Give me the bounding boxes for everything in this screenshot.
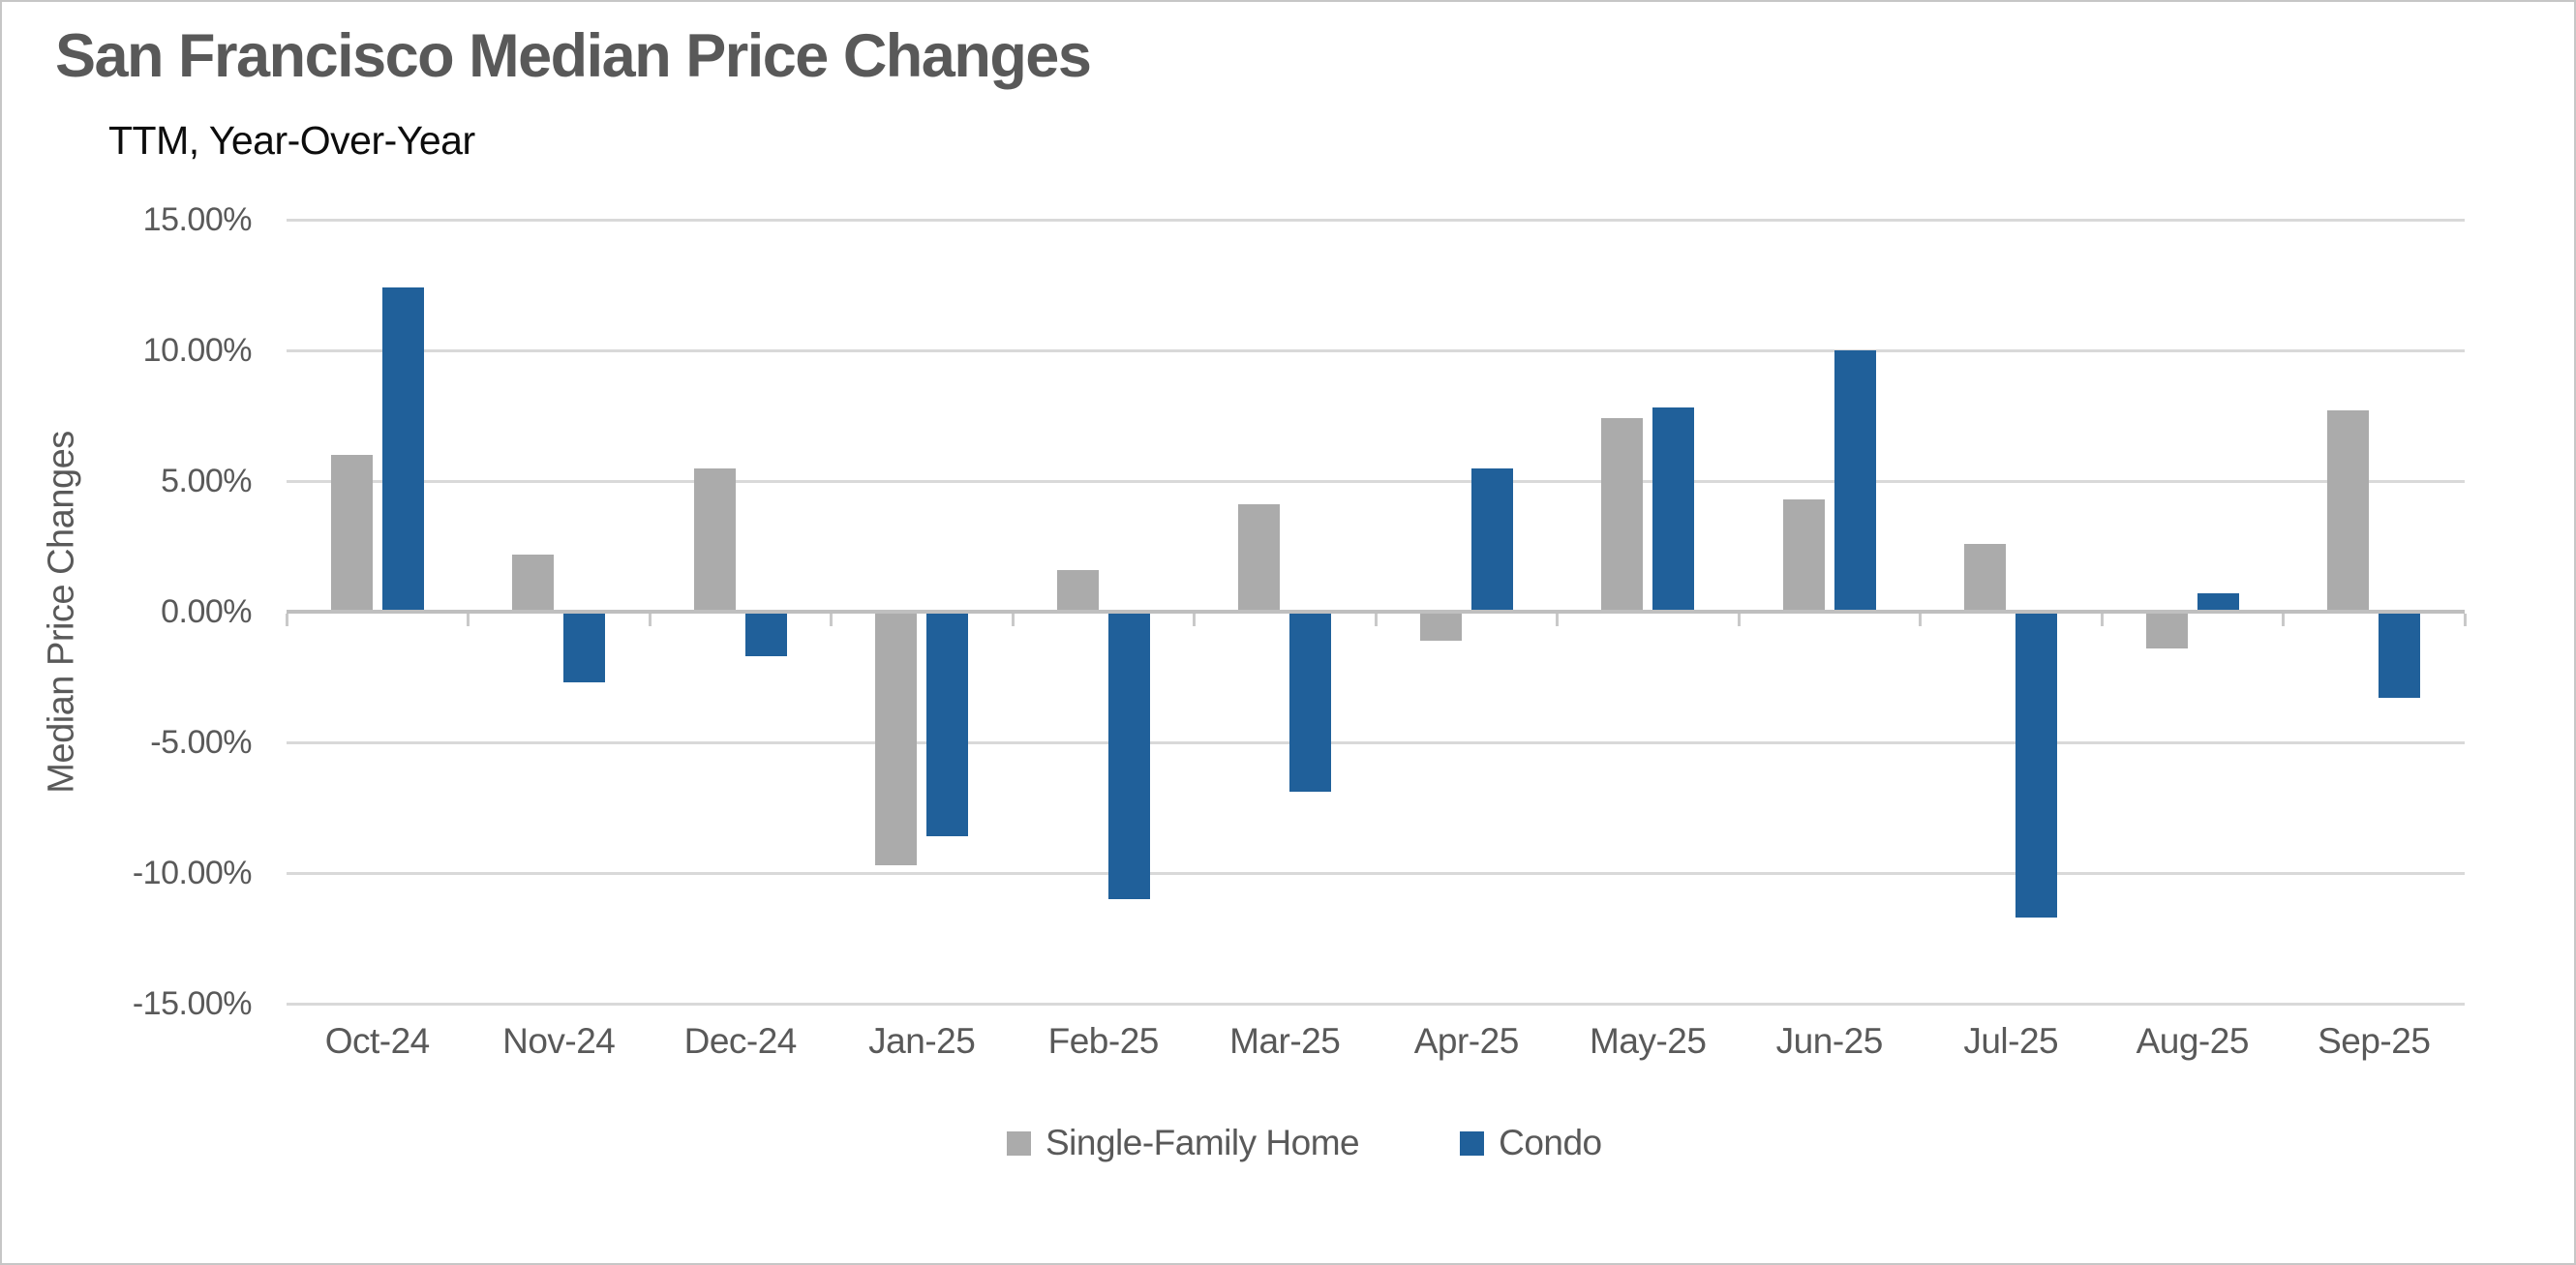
bar-condo-may-25 [1652,407,1695,612]
chart-title: San Francisco Median Price Changes [55,22,1092,90]
bar-single-family-home-aug-25 [2145,612,2188,648]
bar-condo-oct-24 [381,287,424,612]
bar-single-family-home-mar-25 [1238,504,1281,612]
legend-item-condo: Condo [1460,1123,1602,1163]
bar-condo-sep-25 [2379,612,2421,699]
x-axis-tick-mark [2463,614,2467,626]
x-tick-label-aug-25: Aug-25 [2136,1021,2250,1061]
bar-single-family-home-oct-24 [330,455,373,612]
legend-label: Condo [1499,1123,1602,1162]
x-axis-tick-mark [467,614,470,626]
gridline [287,1002,2465,1006]
x-axis-line [287,610,2465,614]
bar-single-family-home-nov-24 [512,554,555,612]
bar-single-family-home-jan-25 [875,612,918,865]
x-tick-label-mar-25: Mar-25 [1229,1021,1341,1061]
legend-swatch-icon [1007,1130,1031,1156]
plot-area [285,218,2467,1006]
gridline [287,479,2465,483]
bar-condo-dec-24 [744,612,787,656]
x-axis-tick-mark [648,614,652,626]
x-axis-tick-mark [1737,614,1741,626]
x-axis-tick-mark [1193,614,1196,626]
legend-swatch-icon [1460,1130,1485,1156]
bar-single-family-home-may-25 [1601,418,1644,612]
gridline [287,871,2465,875]
bar-single-family-home-jul-25 [1964,543,2007,612]
bar-condo-nov-24 [563,612,606,682]
bar-single-family-home-feb-25 [1056,569,1099,612]
bar-single-family-home-dec-24 [693,467,736,612]
gridline [287,740,2465,744]
legend-item-single-family-home: Single-Family Home [1007,1123,1360,1163]
x-axis-tick-mark [1556,614,1559,626]
bar-single-family-home-apr-25 [1419,612,1462,641]
y-tick-label--1500: -15.00% [132,985,253,1022]
bar-single-family-home-jun-25 [1782,498,1825,612]
gridline [287,218,2465,222]
legend: Single-Family Home Condo [1007,1123,1602,1163]
legend-label: Single-Family Home [1046,1123,1360,1162]
x-axis-tick-mark [285,614,288,626]
x-tick-label-feb-25: Feb-25 [1047,1021,1160,1061]
bar-single-family-home-sep-25 [2327,410,2370,612]
y-tick-label-000: 0.00% [161,593,252,630]
y-tick-label--1000: -10.00% [132,855,253,891]
x-tick-label-oct-24: Oct-24 [324,1021,431,1061]
x-axis-tick-mark [2100,614,2104,626]
y-tick-label-1000: 10.00% [142,332,253,369]
x-tick-label-jan-25: Jan-25 [868,1021,976,1061]
y-tick-label-500: 5.00% [161,463,252,499]
gridline [287,348,2465,352]
chart-subtitle: TTM, Year-Over-Year [108,118,475,163]
y-tick-label-1500: 15.00% [142,201,253,238]
bar-condo-mar-25 [1289,612,1332,793]
x-tick-label-dec-24: Dec-24 [683,1021,798,1061]
bar-condo-jul-25 [2015,612,2058,918]
x-tick-label-jul-25: Jul-25 [1963,1021,2059,1061]
x-tick-label-sep-25: Sep-25 [2318,1021,2431,1061]
x-tick-label-apr-25: Apr-25 [1413,1021,1520,1061]
x-tick-label-may-25: May-25 [1590,1021,1707,1061]
x-axis-tick-mark [1374,614,1378,626]
x-axis-tick-mark [1011,614,1015,626]
bar-condo-apr-25 [1470,467,1513,612]
bar-condo-aug-25 [2197,593,2239,612]
x-axis-tick-mark [830,614,833,626]
bar-condo-jan-25 [926,612,969,837]
x-tick-label-nov-24: Nov-24 [502,1021,616,1061]
bar-condo-jun-25 [1834,350,1876,612]
y-tick-label--500: -5.00% [150,724,252,761]
bar-condo-feb-25 [1107,612,1150,899]
x-tick-label-jun-25: Jun-25 [1775,1021,1884,1061]
x-axis-tick-mark [2282,614,2285,626]
x-axis-tick-mark [1919,614,1922,626]
